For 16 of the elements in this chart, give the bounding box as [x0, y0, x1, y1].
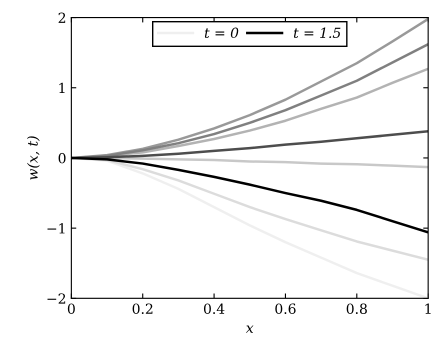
y-tick-label: −2 [47, 293, 66, 304]
x-tick-label: 0.2 [132, 303, 152, 314]
legend-label: t = 1.5 [294, 28, 340, 38]
y-tick-label: 1 [59, 82, 65, 94]
y-tick-label: 0 [58, 152, 66, 164]
y-axis-title: w(x, t) [27, 136, 40, 180]
legend-label: t = 0 [204, 28, 238, 38]
x-tick-label: 0 [68, 303, 75, 314]
line-series [71, 130, 428, 160]
x-axis-title: x [246, 326, 254, 333]
y-tick-label: −1 [47, 223, 65, 234]
x-tick-label: 1 [425, 303, 431, 314]
x-tick-label: 0.6 [275, 303, 296, 314]
x-tick-label: 0.8 [346, 303, 367, 314]
x-tick-label: 0.4 [204, 303, 224, 314]
y-tick-label: 2 [58, 12, 66, 23]
